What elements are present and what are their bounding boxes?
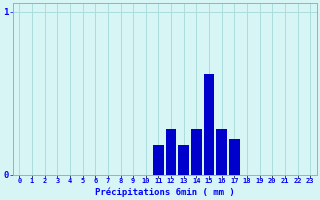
Bar: [204, 74, 214, 175]
Bar: [229, 139, 240, 175]
Bar: [153, 145, 164, 175]
X-axis label: Précipitations 6min ( mm ): Précipitations 6min ( mm ): [95, 187, 235, 197]
Bar: [178, 145, 189, 175]
Bar: [191, 129, 202, 175]
Bar: [166, 129, 176, 175]
Bar: [216, 129, 227, 175]
